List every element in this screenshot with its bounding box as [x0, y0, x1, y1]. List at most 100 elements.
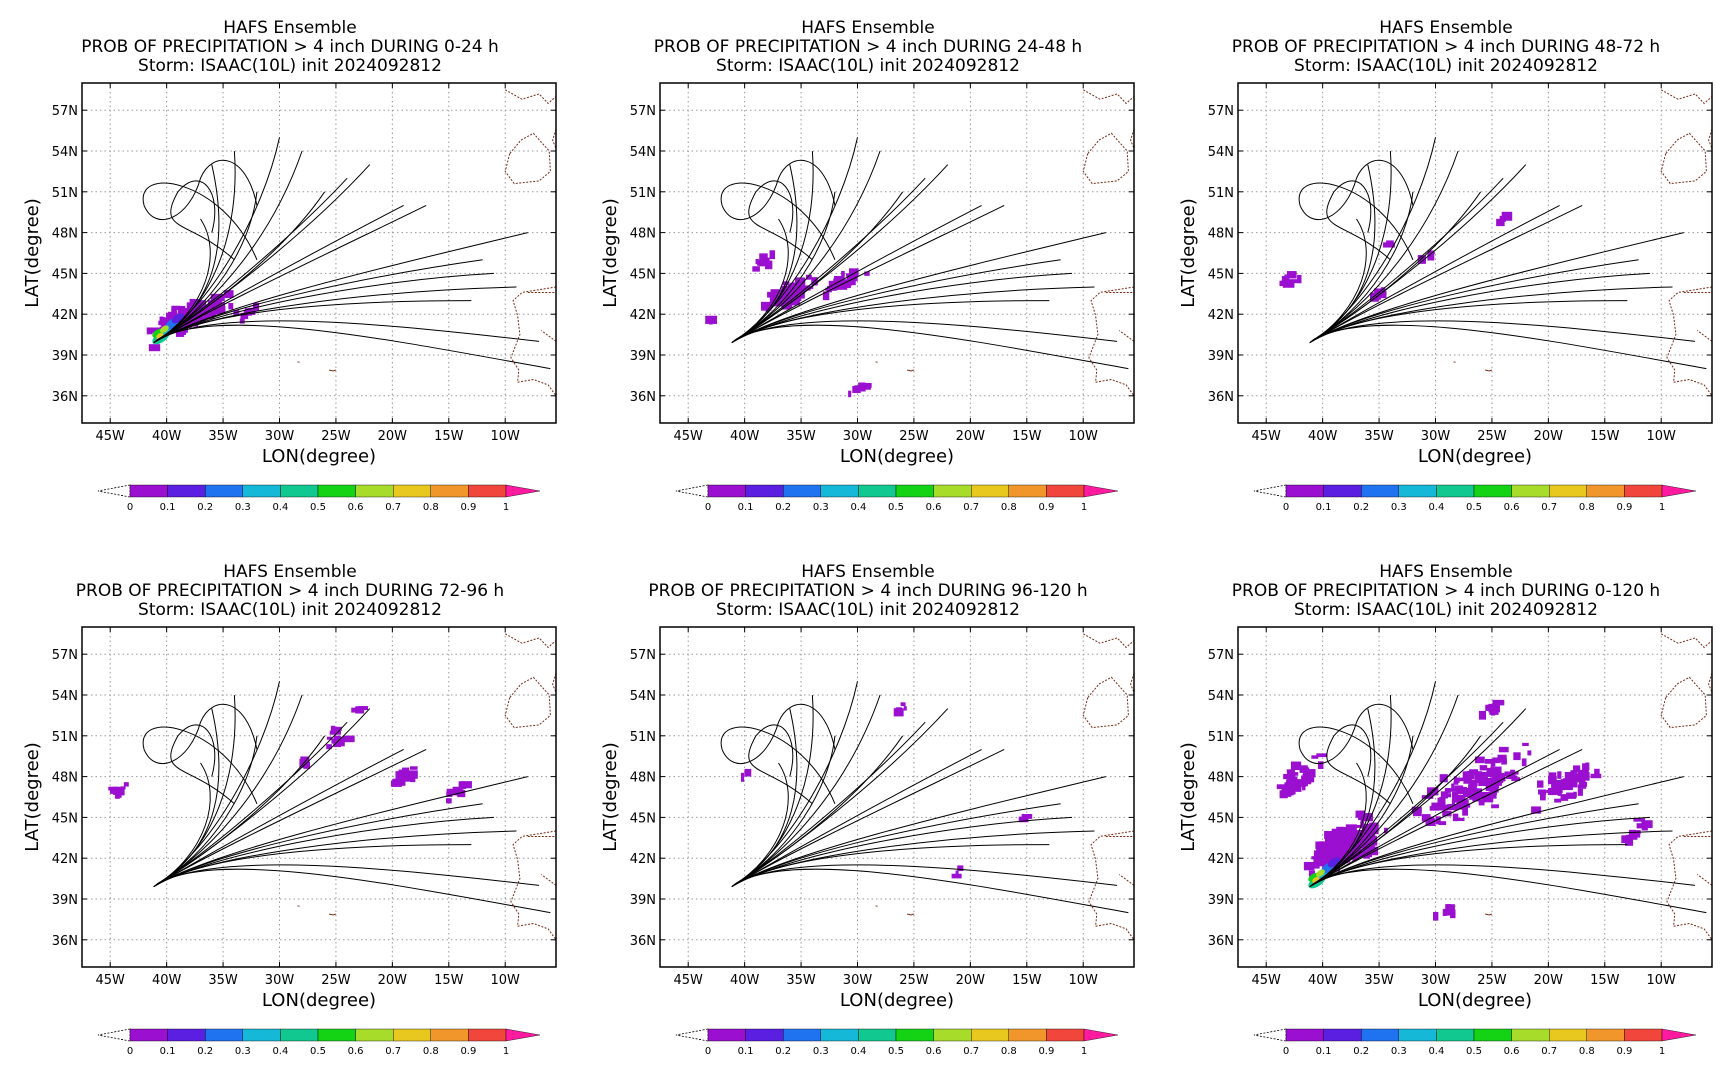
prob-cell	[1493, 779, 1502, 786]
colorbar-label: 0.9	[460, 502, 476, 513]
colorbar-label: 0.5	[310, 1046, 326, 1057]
colorbar-label: 1	[503, 502, 509, 513]
prob-cell	[1569, 779, 1578, 788]
prob-cell	[1021, 814, 1033, 819]
colorbar-label: 0.3	[235, 502, 251, 513]
panel-title: HAFS Ensemble	[801, 18, 934, 38]
panel-title: HAFS Ensemble	[1379, 562, 1512, 582]
track-line	[1309, 762, 1367, 888]
plot-frame	[1237, 626, 1713, 968]
coastline	[907, 369, 915, 372]
track-line	[734, 868, 1129, 914]
coastline	[1660, 132, 1707, 185]
track-line	[733, 844, 1050, 886]
prob-cell	[708, 316, 713, 325]
colorbar-label: 1	[1081, 1046, 1087, 1057]
colorbar-over-arrow	[505, 484, 541, 498]
prob-cell	[1527, 750, 1532, 756]
lon-tick-label: 40W	[730, 973, 760, 988]
track-line	[720, 160, 836, 260]
lat-tick-label: 51N	[1208, 186, 1234, 201]
prob-cell	[1358, 830, 1370, 837]
prob-cell	[1283, 773, 1288, 780]
prob-cell	[1537, 780, 1544, 788]
lat-tick-label: 45N	[52, 267, 78, 282]
prob-cell	[203, 305, 214, 310]
prob-cell	[1315, 841, 1320, 850]
prob-cell	[1427, 253, 1435, 261]
lat-tick-label: 39N	[52, 349, 78, 364]
prob-cell	[957, 865, 964, 872]
colorbar-segment	[167, 484, 206, 498]
colorbar-label: 0.4	[850, 502, 866, 513]
lat-tick-label: 48N	[630, 771, 656, 786]
prob-cell	[331, 726, 342, 731]
prob-cell	[833, 283, 837, 291]
prob-cell	[402, 767, 410, 773]
colorbar-label: 0.9	[1038, 1046, 1054, 1057]
prob-cell	[1437, 804, 1448, 811]
prob-cell	[1440, 791, 1448, 799]
prob-cell	[1474, 756, 1485, 764]
prob-cell	[1286, 774, 1291, 778]
colorbar-segment	[1285, 484, 1324, 498]
prob-cell	[1302, 786, 1306, 791]
track-line	[1311, 191, 1482, 342]
plot-frame	[1237, 82, 1713, 424]
prob-cell	[214, 302, 221, 308]
prob-cell	[1284, 274, 1294, 279]
prob-cell	[1479, 779, 1488, 786]
prob-cell	[177, 305, 186, 310]
prob-cell	[1521, 758, 1527, 767]
colorbar-segment	[204, 484, 243, 498]
prob-cell	[1462, 792, 1474, 798]
prob-cell	[1386, 240, 1394, 247]
prob-cell	[219, 302, 226, 312]
colorbar-segment	[1360, 484, 1399, 498]
lon-tick-label: 25W	[899, 429, 929, 444]
lat-tick-label: 51N	[630, 730, 656, 745]
panel-subtitle: PROB OF PRECIPITATION > 4 inch DURING 48…	[1232, 37, 1660, 57]
prob-cell	[1356, 824, 1364, 828]
colorbar-label: 0.8	[423, 502, 439, 513]
prob-cell	[326, 744, 332, 750]
prob-cell	[833, 278, 845, 283]
coastline	[510, 830, 556, 941]
prob-cell	[1478, 799, 1485, 806]
colorbar-under-arrow	[1253, 484, 1287, 498]
prob-cell	[1444, 788, 1451, 793]
panel-storm-line: Storm: ISAAC(10L) init 2024092812	[1294, 600, 1598, 620]
track-line	[733, 300, 1050, 342]
prob-cell	[179, 308, 189, 317]
coastline	[1082, 89, 1134, 105]
prob-cell	[1590, 773, 1602, 779]
lon-tick-label: 25W	[1477, 973, 1507, 988]
prob-cell	[1429, 806, 1440, 811]
colorbar-label: 0.9	[460, 1046, 476, 1057]
colorbar-under-arrow	[1253, 1028, 1287, 1042]
colorbar-segment	[1436, 484, 1475, 498]
coastline	[1708, 129, 1712, 149]
colorbar-label: 0.8	[1579, 1046, 1595, 1057]
lat-tick-label: 51N	[1208, 730, 1234, 745]
lon-tick-label: 20W	[378, 429, 408, 444]
plot-frame	[81, 626, 557, 968]
lat-tick-label: 51N	[630, 186, 656, 201]
track-line	[1326, 180, 1391, 261]
colorbar-label: 0.7	[1541, 502, 1557, 513]
track-line	[1312, 324, 1707, 370]
coastline	[504, 132, 551, 185]
colorbar-label: 0.1	[1316, 502, 1332, 513]
colorbar-label: 0.6	[348, 502, 364, 513]
prob-cell	[783, 289, 791, 295]
colorbar-segment	[1624, 1028, 1663, 1042]
prob-cell	[1457, 817, 1465, 822]
prob-cell	[333, 739, 339, 743]
prob-cell	[779, 290, 786, 299]
colorbar-label: 0.2	[1353, 1046, 1369, 1057]
prob-cell	[1574, 770, 1578, 774]
colorbar-segment	[1323, 484, 1362, 498]
prob-cell	[759, 253, 768, 259]
panel-title: HAFS Ensemble	[223, 562, 356, 582]
